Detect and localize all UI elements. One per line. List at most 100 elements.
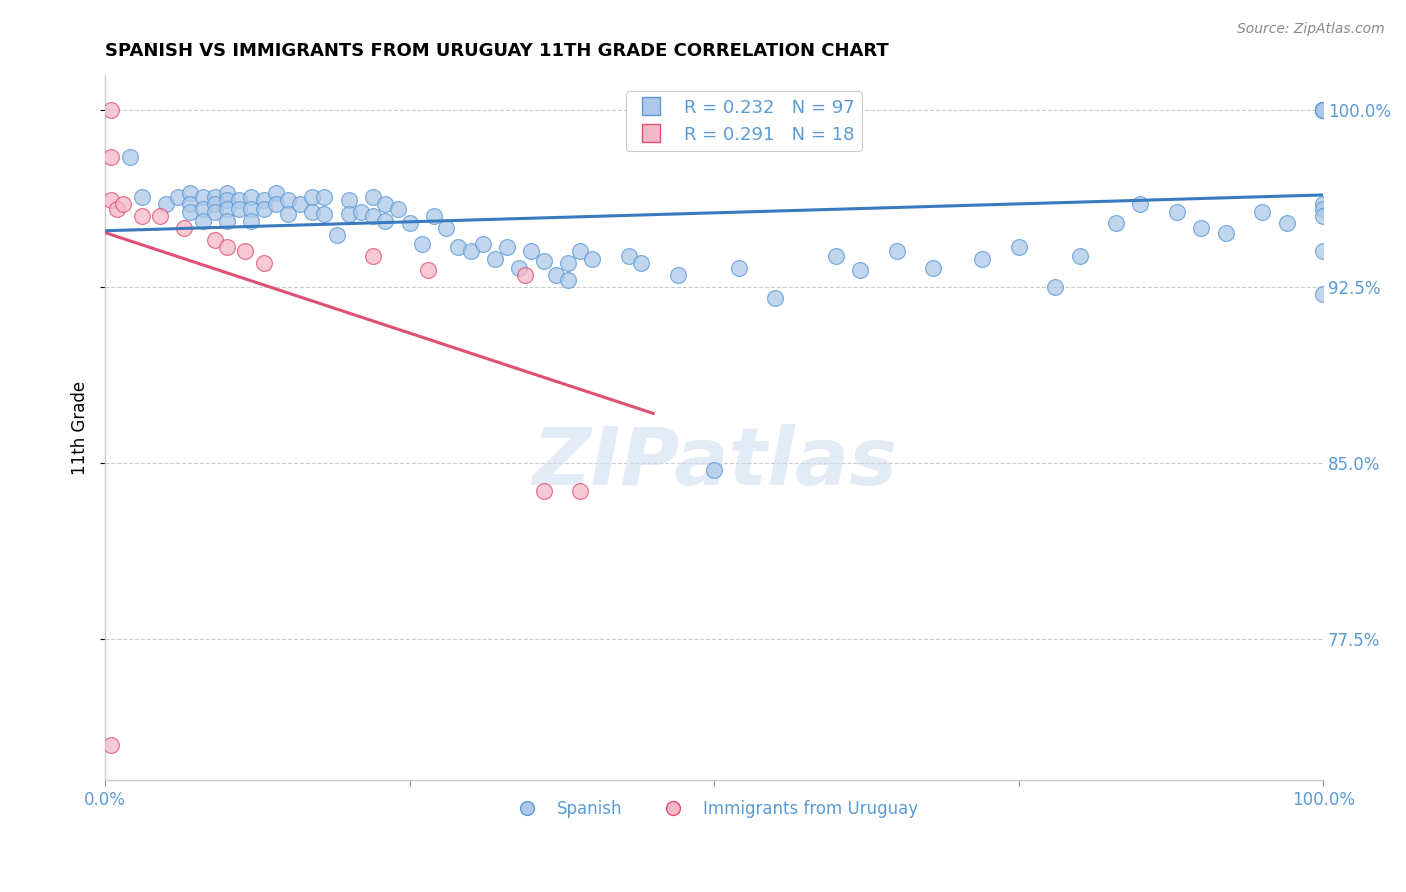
Point <box>173 221 195 235</box>
Point <box>361 190 384 204</box>
Point <box>1189 221 1212 235</box>
Point <box>1129 197 1152 211</box>
Point <box>1008 240 1031 254</box>
Point <box>277 193 299 207</box>
Point <box>228 193 250 207</box>
Point <box>617 249 640 263</box>
Point <box>1275 216 1298 230</box>
Point <box>325 227 347 242</box>
Point <box>301 204 323 219</box>
Point <box>252 256 274 270</box>
Point <box>215 214 238 228</box>
Point <box>374 214 396 228</box>
Point <box>233 244 256 259</box>
Point <box>1312 103 1334 118</box>
Point <box>557 273 579 287</box>
Point <box>277 207 299 221</box>
Point <box>361 209 384 223</box>
Point <box>1312 103 1334 118</box>
Point <box>204 233 226 247</box>
Point <box>533 253 555 268</box>
Point <box>100 103 122 118</box>
Legend: Spanish, Immigrants from Uruguay: Spanish, Immigrants from Uruguay <box>503 794 925 825</box>
Y-axis label: 11th Grade: 11th Grade <box>72 381 89 475</box>
Point <box>1312 103 1334 118</box>
Point <box>434 221 457 235</box>
Point <box>703 463 725 477</box>
Point <box>727 260 749 275</box>
Point <box>337 207 360 221</box>
Point <box>1105 216 1128 230</box>
Point <box>471 237 494 252</box>
Point <box>849 263 872 277</box>
Point <box>416 263 439 277</box>
Text: Source: ZipAtlas.com: Source: ZipAtlas.com <box>1237 22 1385 37</box>
Point <box>411 237 433 252</box>
Point <box>131 190 153 204</box>
Text: ZIPatlas: ZIPatlas <box>531 424 897 502</box>
Point <box>100 738 122 752</box>
Point <box>447 240 470 254</box>
Point <box>1312 197 1334 211</box>
Point <box>179 186 201 200</box>
Point <box>1312 103 1334 118</box>
Point <box>252 202 274 216</box>
Point <box>825 249 848 263</box>
Point <box>155 197 177 211</box>
Point <box>118 151 141 165</box>
Point <box>666 268 689 282</box>
Point <box>496 240 519 254</box>
Point <box>763 292 786 306</box>
Point <box>520 244 543 259</box>
Point <box>1312 103 1334 118</box>
Point <box>508 260 530 275</box>
Point <box>112 197 135 211</box>
Point <box>100 151 122 165</box>
Point <box>179 197 201 211</box>
Point <box>460 244 482 259</box>
Point <box>557 256 579 270</box>
Point <box>100 193 122 207</box>
Point <box>886 244 908 259</box>
Point <box>922 260 945 275</box>
Point <box>105 202 128 216</box>
Point <box>288 197 311 211</box>
Point <box>1312 103 1334 118</box>
Point <box>204 197 226 211</box>
Point <box>1312 103 1334 118</box>
Point <box>191 190 214 204</box>
Point <box>569 484 592 499</box>
Point <box>533 484 555 499</box>
Point <box>314 207 336 221</box>
Point <box>1312 103 1334 118</box>
Point <box>350 204 373 219</box>
Point <box>1251 204 1274 219</box>
Point <box>228 202 250 216</box>
Point <box>252 193 274 207</box>
Text: SPANISH VS IMMIGRANTS FROM URUGUAY 11TH GRADE CORRELATION CHART: SPANISH VS IMMIGRANTS FROM URUGUAY 11TH … <box>105 42 889 60</box>
Point <box>240 190 263 204</box>
Point <box>264 197 287 211</box>
Point <box>215 186 238 200</box>
Point <box>1069 249 1091 263</box>
Point <box>1312 202 1334 216</box>
Point <box>167 190 190 204</box>
Point <box>361 249 384 263</box>
Point <box>179 204 201 219</box>
Point <box>191 202 214 216</box>
Point <box>314 190 336 204</box>
Point <box>581 252 603 266</box>
Point <box>301 190 323 204</box>
Point <box>1215 226 1237 240</box>
Point <box>374 197 396 211</box>
Point <box>1312 286 1334 301</box>
Point <box>1312 103 1334 118</box>
Point <box>544 268 567 282</box>
Point <box>149 209 172 223</box>
Point <box>423 209 446 223</box>
Point <box>191 214 214 228</box>
Point <box>204 204 226 219</box>
Point <box>387 202 409 216</box>
Point <box>215 193 238 207</box>
Point <box>204 190 226 204</box>
